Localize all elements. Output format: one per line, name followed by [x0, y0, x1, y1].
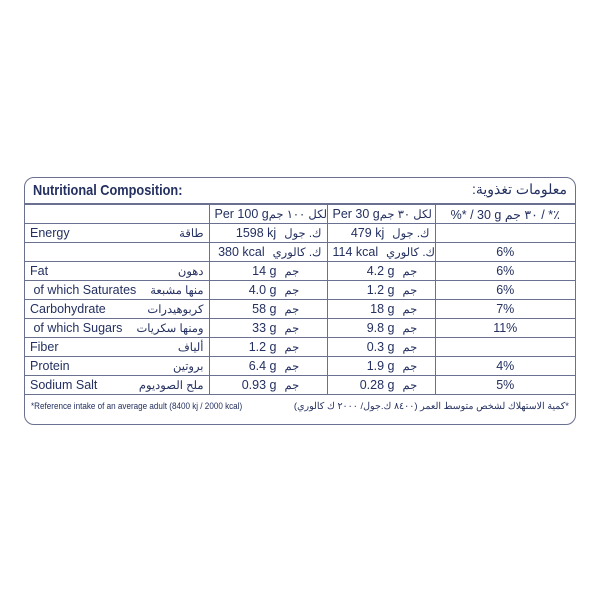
unit-per30-ar: جم — [402, 380, 418, 392]
unit-per30-ar: ك. كالوري — [386, 247, 435, 259]
table-row: Fiber ألياف 1.2 g جم 0.3 g جم — [25, 337, 575, 357]
table-row: Protein بروتين 6.4 g جم 1.9 g جم 4% — [25, 356, 575, 376]
title-english: Nutritional Composition: — [33, 182, 183, 199]
nutrition-label: Nutritional Composition: معلومات تغذوية:… — [24, 177, 576, 425]
percent-ri: 5% — [434, 375, 575, 395]
value-per30: 479 kj — [350, 226, 385, 240]
value-per30: 0.28 g — [359, 378, 395, 392]
unit-per30-ar: جم — [402, 323, 418, 335]
nutrient-name-ar: منها مشبعة — [150, 285, 204, 297]
nutrition-table: Per 100 g لكل ١٠٠ جم Per 30 g لكل ٣٠ جم %*… — [25, 204, 575, 395]
footnote: *Reference intake of an average adult (8… — [25, 395, 575, 418]
footnote-arabic: *كمية الاستهلاك لشخص متوسط العمر (٨٤٠٠ ك… — [293, 401, 569, 412]
value-per30: 114 kcal — [332, 245, 379, 259]
nutrient-name: Energy — [30, 226, 70, 240]
value-per100: 4.0 g — [248, 283, 277, 297]
nutrient-name-ar: ومنها سكريات — [136, 323, 204, 335]
header-row: Per 100 g لكل ١٠٠ جم Per 30 g لكل ٣٠ جم %*… — [25, 204, 575, 224]
table-row: 380 kcal ك. كالوري 114 kcal ك. كالوري 6% — [25, 242, 575, 262]
value-per100: 1.2 g — [248, 340, 277, 354]
percent-ri: 4% — [434, 356, 575, 376]
nutrient-name: of which Sugars — [30, 321, 123, 335]
nutrient-name-ar: بروتين — [172, 361, 204, 373]
value-per30: 18 g — [370, 302, 395, 316]
percent-ri: 6% — [434, 280, 575, 300]
unit-per30-ar: جم — [402, 361, 418, 373]
value-per30: 9.8 g — [366, 321, 395, 335]
unit-per100-ar: جم — [284, 285, 300, 297]
nutrient-name: Protein — [30, 359, 70, 373]
unit-per30-ar: جم — [402, 342, 418, 354]
value-per30: 0.3 g — [366, 340, 395, 354]
percent-ri — [434, 337, 575, 357]
percent-ri: 11% — [434, 318, 575, 338]
value-per30: 4.2 g — [366, 264, 395, 278]
value-per100: 0.93 g — [241, 378, 277, 392]
unit-per100-ar: جم — [284, 266, 300, 278]
nutrient-name: Carbohydrate — [30, 302, 106, 316]
value-per100: 58 g — [252, 302, 277, 316]
header-per100: Per 100 g — [214, 207, 269, 221]
unit-per100-ar: جم — [284, 342, 300, 354]
table-row: Sodium Salt ملح الصوديوم 0.93 g جم 0.28 g جم 5… — [25, 375, 575, 395]
nutrient-name: of which Saturates — [30, 283, 137, 297]
nutrient-name-ar: دهون — [177, 266, 204, 278]
nutrient-name-ar: ملح الصوديوم — [138, 380, 204, 392]
unit-per100-ar: ك. جول — [284, 228, 322, 240]
percent-ri — [434, 223, 575, 243]
value-per100: 14 g — [252, 264, 277, 278]
value-per30: 1.2 g — [366, 283, 395, 297]
percent-ri: 6% — [434, 261, 575, 281]
title-row: Nutritional Composition: معلومات تغذوية: — [25, 178, 575, 204]
nutrient-name: Fat — [30, 264, 49, 278]
title-arabic: معلومات تغذوية: — [471, 181, 567, 197]
header-per30-ar: لكل ٣٠ جم — [379, 209, 432, 221]
unit-per30-ar: جم — [402, 304, 418, 316]
percent-ri: 6% — [434, 242, 575, 262]
nutrient-name-ar: كربوهيدرات — [147, 304, 204, 316]
unit-per100-ar: جم — [284, 304, 300, 316]
value-per100: 380 kcal — [218, 245, 265, 259]
table-row: of which Saturates منها مشبعة 4.0 g جم 1.2 g… — [25, 280, 575, 300]
table-row: Carbohydrate كربوهيدرات 58 g جم 18 g جم 7% — [25, 299, 575, 319]
header-per30: Per 30 g — [332, 207, 380, 221]
nutrient-name: Fiber — [30, 340, 59, 354]
nutrient-name: Sodium Salt — [30, 378, 98, 392]
header-per100-ar: لكل ١٠٠ جم — [268, 209, 327, 221]
header-empty — [25, 204, 210, 224]
value-per30: 1.9 g — [366, 359, 395, 373]
value-per100: 33 g — [252, 321, 277, 335]
footnote-english: *Reference intake of an average adult (8… — [31, 401, 243, 411]
unit-per100-ar: ك. كالوري — [272, 247, 322, 259]
unit-per30-ar: ك. جول — [392, 228, 430, 240]
unit-per100-ar: جم — [284, 323, 300, 335]
unit-per100-ar: جم — [284, 380, 300, 392]
unit-per30-ar: جم — [402, 266, 418, 278]
nutrient-name-ar: ألياف — [177, 342, 204, 354]
value-per100: 6.4 g — [248, 359, 277, 373]
percent-ri: 7% — [434, 299, 575, 319]
header-percent: %* / 30 g ٣٠ جم / *٪ — [434, 204, 575, 224]
table-row: of which Sugars ومنها سكريات 33 g جم 9.8 g جم… — [25, 318, 575, 338]
unit-per30-ar: جم — [402, 285, 418, 297]
nutrient-name-ar: طاقة — [179, 228, 204, 240]
table-row: Energy طاقة 1598 kj ك. جول 479 kj ك. جول — [25, 223, 575, 243]
value-per100: 1598 kj — [235, 226, 277, 240]
unit-per100-ar: جم — [284, 361, 300, 373]
table-row: Fat دهون 14 g جم 4.2 g جم 6% — [25, 261, 575, 281]
